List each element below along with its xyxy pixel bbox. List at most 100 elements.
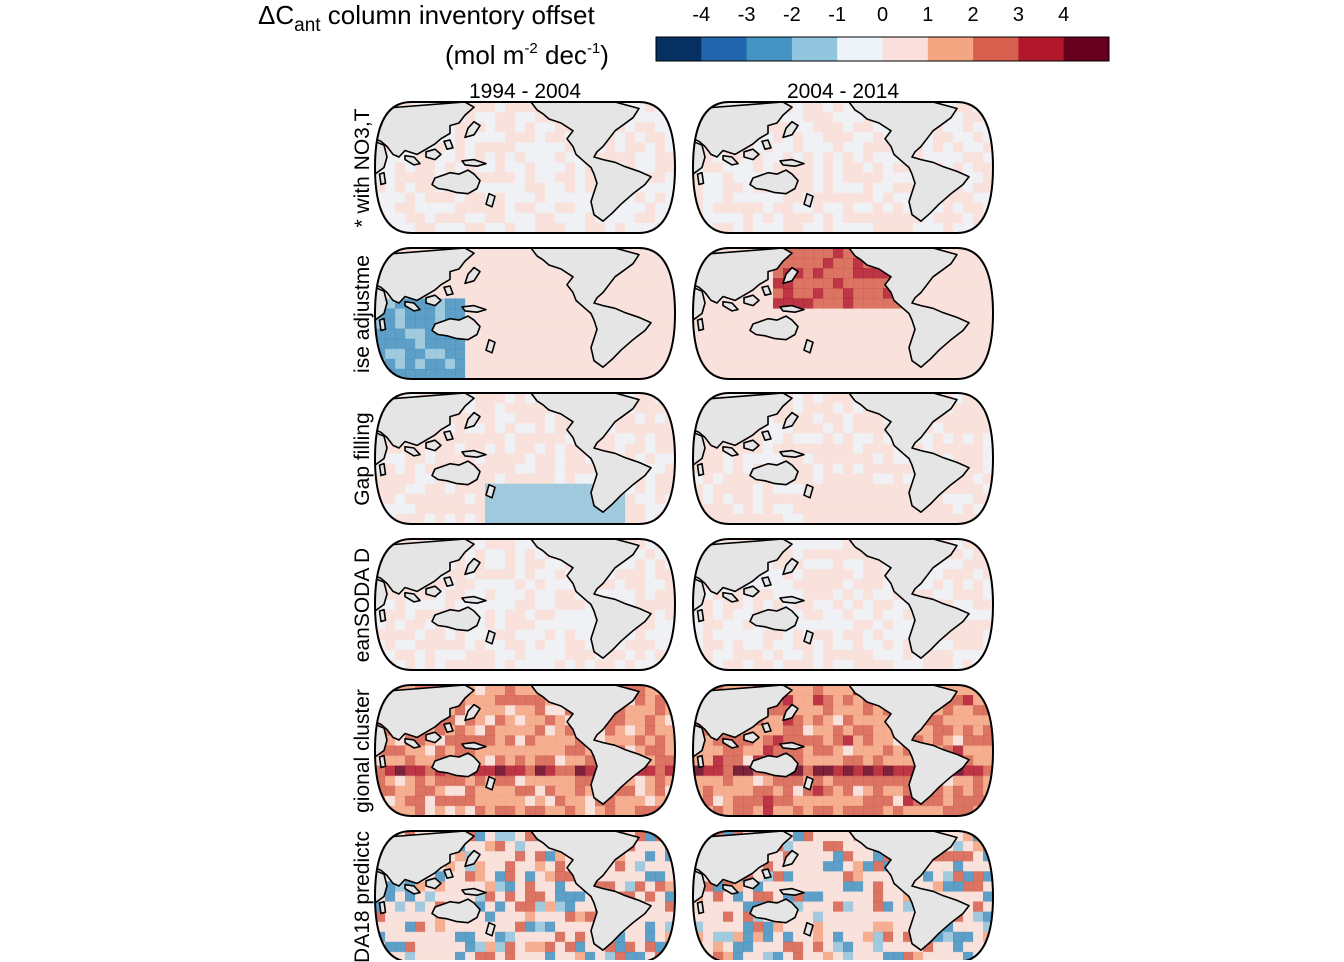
offset-cell: [933, 861, 944, 872]
offset-cell: [923, 503, 934, 515]
offset-cell: [585, 755, 596, 767]
offset-cell: [953, 881, 964, 893]
offset-cell: [823, 453, 834, 465]
offset-cell: [763, 513, 774, 524]
offset-cell: [853, 368, 864, 379]
offset-cell: [893, 162, 904, 174]
offset-cell: [963, 182, 974, 194]
offset-cell: [773, 162, 784, 174]
offset-cell: [693, 951, 704, 960]
land-sumatra: [722, 300, 739, 312]
offset-cell: [625, 785, 636, 797]
offset-cell: [385, 483, 396, 495]
offset-cell: [783, 433, 794, 444]
offset-cell: [803, 805, 814, 816]
map-outline: [691, 101, 995, 234]
offset-cell: [883, 348, 894, 360]
offset-cell: [963, 258, 974, 269]
offset-cell: [655, 182, 666, 194]
offset-cell: [575, 941, 586, 953]
offset-cell: [753, 222, 764, 233]
offset-cell: [465, 795, 476, 807]
offset-cell: [555, 851, 566, 862]
offset-cell: [465, 599, 476, 611]
offset-cell: [635, 861, 646, 872]
offset-cell: [773, 735, 784, 747]
offset-cell: [963, 685, 974, 696]
offset-cell: [843, 921, 854, 933]
offset-cell: [635, 569, 646, 580]
offset-cell: [833, 901, 844, 913]
offset-cell: [555, 172, 566, 184]
offset-cell: [495, 871, 506, 882]
land-madagascar: [378, 608, 387, 623]
offset-cell: [465, 941, 476, 953]
offset-cell: [933, 358, 944, 370]
offset-cell: [713, 172, 724, 184]
offset-cell: [525, 368, 536, 379]
offset-cell: [635, 132, 646, 143]
offset-cell: [525, 629, 536, 641]
offset-cell: [585, 941, 596, 953]
offset-cell: [495, 483, 506, 495]
offset-cell: [505, 433, 516, 444]
offset-cell: [505, 649, 516, 661]
offset-cell: [733, 795, 744, 807]
offset-cell: [733, 493, 744, 505]
offset-cell: [933, 493, 944, 505]
offset-cell: [635, 579, 646, 590]
offset-cell: [475, 609, 486, 621]
offset-cell: [635, 403, 646, 414]
offset-cell: [973, 851, 984, 862]
offset-cell: [435, 298, 446, 310]
offset-cell: [963, 705, 974, 716]
offset-cell: [585, 463, 596, 475]
offset-cell: [555, 328, 566, 340]
offset-cell: [505, 685, 516, 696]
offset-cell: [425, 493, 436, 505]
offset-cell: [645, 298, 656, 310]
offset-cell: [495, 308, 506, 320]
offset-cell: [923, 368, 934, 379]
land-asia: [693, 685, 793, 741]
offset-cell: [475, 268, 486, 279]
offset-cell: [495, 715, 506, 726]
offset-cell: [973, 152, 984, 164]
offset-cell: [555, 162, 566, 174]
offset-cell: [773, 348, 784, 360]
offset-cell: [713, 152, 724, 164]
offset-cell: [703, 443, 714, 455]
offset-cell: [615, 931, 626, 943]
offset-cell: [983, 182, 993, 194]
offset-cell: [893, 453, 904, 465]
offset-cell: [475, 861, 486, 872]
offset-cell: [565, 192, 576, 204]
offset-cell: [545, 338, 556, 350]
offset-cell: [415, 162, 426, 174]
offset-cell: [655, 358, 666, 370]
offset-cell: [983, 629, 993, 641]
offset-cell: [923, 358, 934, 370]
offset-cell: [873, 152, 884, 164]
offset-cell: [485, 871, 496, 882]
land-borneo: [425, 148, 442, 161]
offset-cell: [753, 805, 764, 816]
offset-cell: [793, 649, 804, 661]
offset-cell: [843, 755, 854, 767]
offset-cell: [655, 559, 666, 570]
land-africa: [375, 431, 388, 466]
offset-cell: [505, 715, 516, 726]
offset-cell: [535, 559, 546, 570]
offset-cell: [833, 559, 844, 570]
offset-cell: [803, 212, 814, 224]
offset-cell: [625, 579, 636, 590]
offset-cell: [475, 102, 486, 113]
offset-cell: [743, 513, 754, 524]
offset-cell: [405, 493, 416, 505]
offset-cell: [535, 695, 546, 706]
offset-cell: [833, 861, 844, 872]
offset-cell: [475, 513, 486, 524]
offset-cell: [783, 579, 794, 590]
offset-cell: [823, 705, 834, 716]
offset-cell: [485, 433, 496, 444]
